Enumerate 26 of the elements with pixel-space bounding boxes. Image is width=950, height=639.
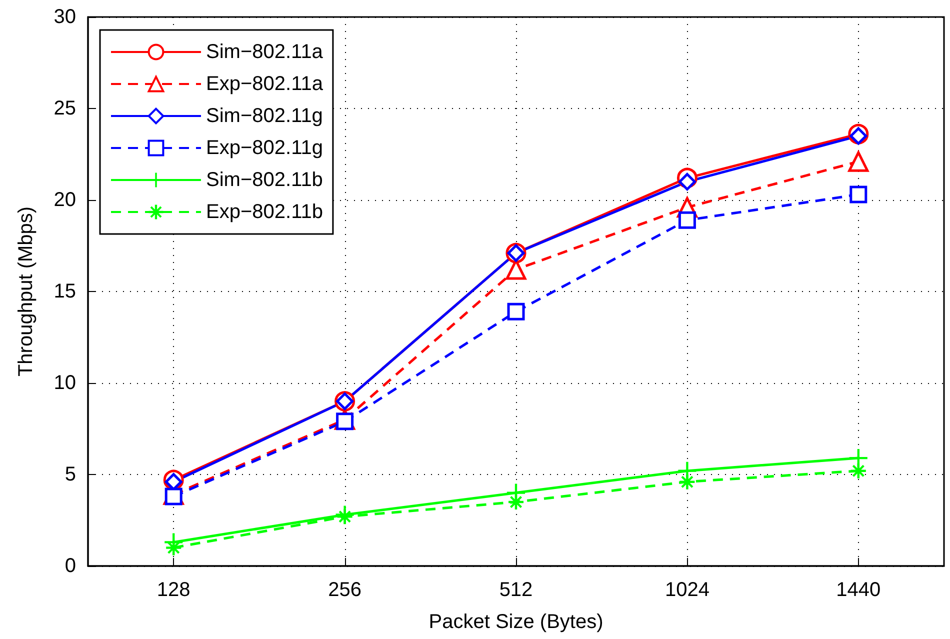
point [507,302,525,320]
y-tick-label: 30 [54,6,76,28]
y-tick-label: 0 [64,555,76,577]
x-tick-label: 512 [499,579,533,601]
point [164,488,182,506]
point [678,211,696,229]
y-axis-title: Throughput (Mbps) [15,206,37,377]
x-axis-title: Packet Size (Bytes) [428,611,604,633]
legend-label: Sim−802.11g [206,105,323,127]
y-tick-label: 5 [64,464,76,486]
legend-label: Exp−802.11a [206,73,324,95]
y-tick-label: 25 [54,98,76,120]
x-tick-label: 128 [156,579,190,601]
y-tick-label: 10 [54,372,76,394]
point [678,172,696,190]
point [850,186,868,204]
legend-label: Exp−802.11g [206,137,323,159]
legend-label: Exp−802.11b [206,201,323,223]
legend-label: Sim−802.11a [206,41,324,63]
y-tick-label: 20 [54,189,76,211]
point [848,151,869,172]
x-tick-label: 1024 [664,579,710,601]
y-tick-label: 15 [54,280,76,302]
legend-label: Sim−802.11b [206,169,323,191]
x-tick-label: 256 [328,579,362,601]
x-tick-label: 1440 [836,579,881,601]
